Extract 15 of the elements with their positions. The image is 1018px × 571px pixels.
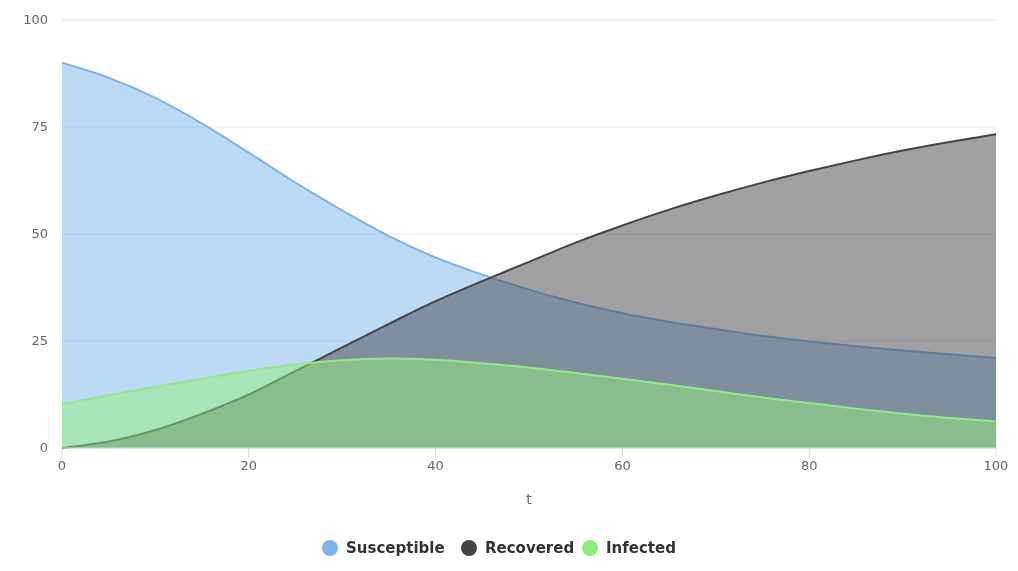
legend-label: Infected bbox=[606, 539, 676, 557]
y-tick-label: 0 bbox=[39, 440, 48, 455]
x-axis-title: t bbox=[526, 491, 533, 507]
x-tick-label: 80 bbox=[800, 458, 818, 473]
x-tick-label: 0 bbox=[57, 458, 67, 473]
x-tick-label: 100 bbox=[983, 458, 1009, 473]
legend-label: Recovered bbox=[485, 539, 575, 557]
legend-label: Susceptible bbox=[346, 539, 445, 557]
y-tick-label: 100 bbox=[23, 12, 48, 27]
y-tick-label: 50 bbox=[31, 226, 48, 241]
x-tick-label: 40 bbox=[427, 458, 444, 473]
x-tick-label: 20 bbox=[240, 458, 258, 473]
y-tick-label: 75 bbox=[31, 119, 48, 134]
x-tick-label: 60 bbox=[614, 458, 631, 473]
y-tick-label: 25 bbox=[31, 333, 48, 348]
